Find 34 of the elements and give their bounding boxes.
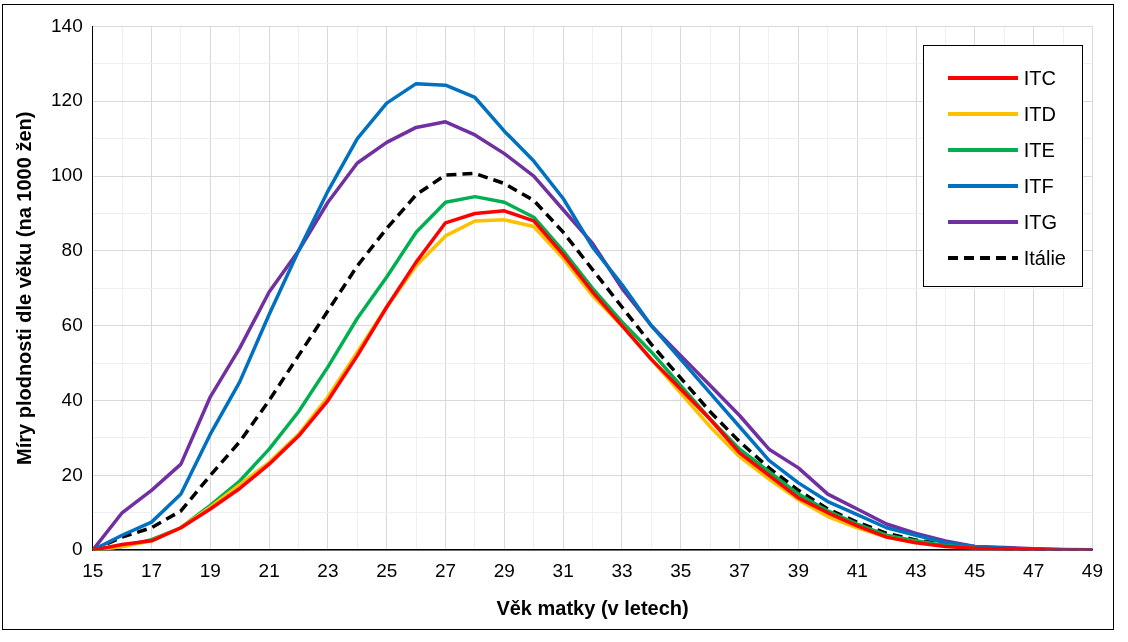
x-tick-label: 47	[1023, 559, 1045, 581]
y-tick-label: 0	[72, 538, 83, 560]
y-axis-title: Míry plodnosti dle věku (na 1000 žen)	[12, 111, 35, 466]
x-tick-label: 41	[846, 559, 868, 581]
x-tick-label: 39	[787, 559, 809, 581]
y-tick-label: 40	[61, 388, 83, 410]
x-tick-label: 33	[611, 559, 633, 581]
x-tick-label: 23	[317, 559, 339, 581]
x-tick-label: 19	[199, 559, 221, 581]
legend-label: ITG	[1023, 210, 1058, 234]
x-tick-label: 31	[552, 559, 574, 581]
x-tick-label: 21	[258, 559, 280, 581]
x-tick-label: 49	[1081, 559, 1103, 581]
y-tick-label: 80	[61, 239, 83, 261]
x-tick-label: 43	[905, 559, 927, 581]
legend-label: Itálie	[1023, 246, 1066, 270]
x-axis-title: Věk matky (v letech)	[496, 596, 689, 619]
x-tick-label: 15	[82, 559, 104, 581]
x-tick-label: 27	[434, 559, 457, 581]
legend-label: ITF	[1023, 174, 1054, 198]
y-tick-label: 120	[51, 89, 83, 111]
y-tick-label: 60	[61, 313, 83, 335]
y-tick-label: 140	[51, 14, 83, 36]
x-tick-label: 37	[729, 559, 751, 581]
y-tick-label: 100	[51, 164, 83, 186]
x-tick-label: 35	[670, 559, 692, 581]
x-tick-label: 29	[493, 559, 515, 581]
y-tick-label: 20	[61, 463, 83, 485]
x-tick-label: 45	[964, 559, 986, 581]
legend-label: ITE	[1023, 138, 1055, 162]
x-tick-label: 17	[140, 559, 163, 581]
legend-label: ITD	[1023, 102, 1056, 126]
x-tick-label: 25	[376, 559, 398, 581]
legend-label: ITC	[1023, 66, 1056, 90]
